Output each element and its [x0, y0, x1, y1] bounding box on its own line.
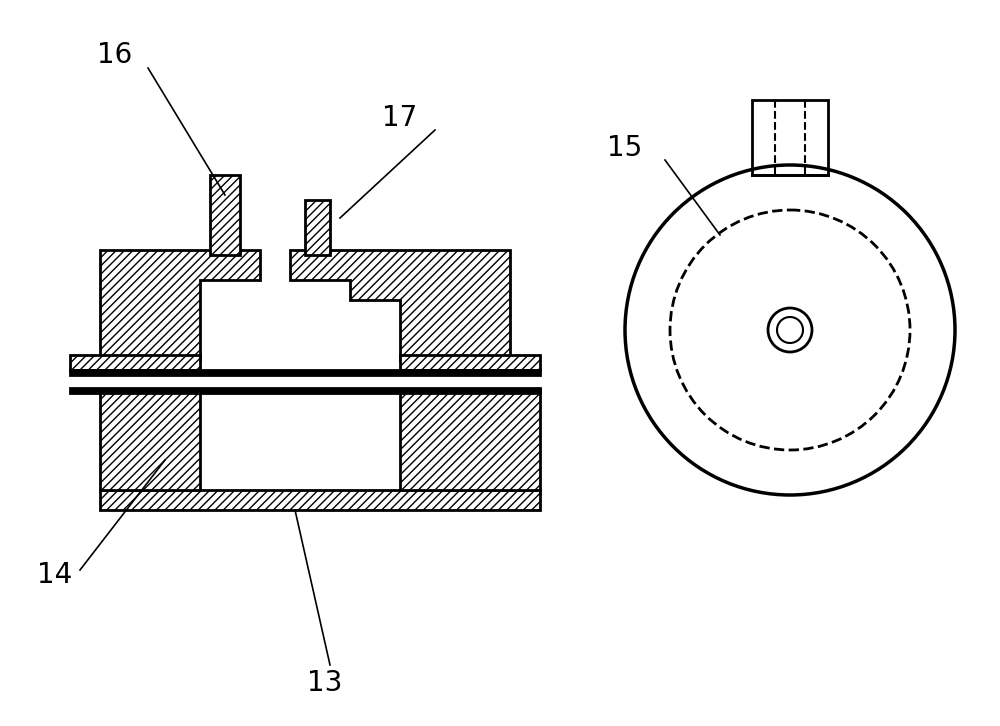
Polygon shape — [305, 200, 330, 255]
Polygon shape — [210, 175, 240, 255]
Polygon shape — [400, 390, 540, 490]
Polygon shape — [100, 250, 260, 360]
Polygon shape — [70, 355, 200, 370]
Polygon shape — [70, 370, 540, 375]
Text: 17: 17 — [382, 104, 418, 132]
Polygon shape — [290, 250, 510, 360]
Text: 13: 13 — [307, 669, 343, 697]
Text: 16: 16 — [97, 41, 133, 69]
Polygon shape — [100, 390, 200, 490]
Polygon shape — [100, 490, 540, 510]
Polygon shape — [70, 388, 540, 393]
Text: 15: 15 — [607, 134, 643, 162]
Polygon shape — [400, 355, 540, 370]
Bar — [752, 100, 828, 175]
Text: 14: 14 — [37, 561, 73, 589]
